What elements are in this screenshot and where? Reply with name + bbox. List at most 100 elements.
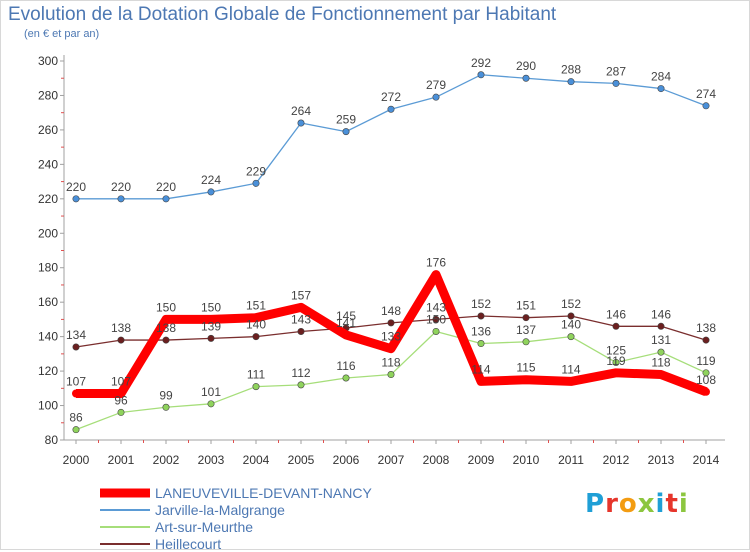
- x-tick-label: 2013: [648, 453, 675, 467]
- legend-item-heillecourt[interactable]: Heillecourt: [100, 535, 440, 552]
- data-point: [297, 327, 305, 335]
- data-label: 151: [516, 299, 536, 313]
- data-label: 274: [696, 87, 716, 101]
- data-point: [432, 270, 440, 279]
- data-label: 107: [66, 374, 86, 388]
- data-point: [207, 334, 215, 342]
- data-label: 287: [606, 64, 626, 78]
- data-point: [72, 426, 80, 434]
- data-label: 138: [696, 321, 716, 335]
- data-label: 107: [111, 374, 131, 388]
- data-point: [387, 319, 395, 327]
- y-tick-label: 200: [38, 226, 58, 240]
- data-point: [72, 389, 80, 398]
- data-label: 150: [426, 312, 446, 326]
- legend-item-jarville[interactable]: Jarville-la-Malgrange: [100, 501, 440, 518]
- data-label: 111: [247, 368, 266, 382]
- data-point: [432, 315, 440, 323]
- data-point: [612, 79, 620, 87]
- data-point: [522, 74, 530, 82]
- x-tick-label: 2012: [603, 453, 630, 467]
- data-label: 146: [606, 307, 626, 321]
- x-tick-label: 2014: [693, 453, 720, 467]
- data-label: 112: [291, 366, 310, 380]
- data-label: 139: [201, 319, 221, 333]
- data-label: 134: [66, 328, 86, 342]
- y-tick-label: 80: [45, 433, 59, 447]
- legend-item-art-sur-meurthe[interactable]: Art-sur-Meurthe: [100, 518, 440, 535]
- data-point: [207, 315, 215, 324]
- legend-label-laneuveville: LANEUVEVILLE-DEVANT-NANCY: [155, 484, 372, 501]
- legend-label-heillecourt: Heillecourt: [155, 535, 222, 552]
- data-label: 115: [516, 361, 535, 375]
- data-label: 146: [651, 307, 671, 321]
- data-point: [162, 403, 170, 411]
- data-label: 96: [114, 393, 128, 407]
- legend-swatch-art-sur-meurthe: [100, 525, 150, 528]
- y-tick-label: 300: [38, 54, 58, 68]
- data-label: 148: [381, 304, 401, 318]
- data-point: [522, 314, 530, 322]
- data-label: 229: [246, 164, 266, 178]
- x-tick-label: 2004: [243, 453, 270, 467]
- data-label: 138: [111, 321, 131, 335]
- data-point: [387, 344, 395, 353]
- data-label: 152: [561, 297, 581, 311]
- data-point: [252, 179, 260, 187]
- legend-label-jarville: Jarville-la-Malgrange: [155, 501, 285, 518]
- data-point: [162, 315, 170, 324]
- data-label: 133: [381, 330, 401, 344]
- x-tick-label: 2009: [468, 453, 495, 467]
- legend-item-laneuveville[interactable]: LANEUVEVILLE-DEVANT-NANCY: [100, 484, 440, 501]
- data-label: 108: [696, 373, 716, 387]
- data-point: [567, 78, 575, 86]
- data-point: [117, 389, 125, 398]
- data-point: [117, 195, 125, 203]
- data-label: 220: [156, 180, 176, 194]
- logo-char: o: [618, 489, 638, 519]
- data-point: [477, 377, 485, 386]
- data-label: 284: [651, 70, 671, 84]
- data-label: 140: [246, 318, 266, 332]
- data-label: 119: [696, 354, 715, 368]
- legend-swatch-heillecourt: [100, 542, 150, 545]
- data-point: [297, 381, 305, 389]
- data-point: [117, 336, 125, 344]
- data-label: 137: [516, 323, 536, 337]
- data-point: [342, 374, 350, 382]
- data-label: 141: [336, 316, 356, 330]
- y-tick-label: 100: [38, 399, 58, 413]
- data-point: [657, 370, 665, 379]
- data-label: 136: [471, 325, 491, 339]
- data-point: [612, 358, 620, 366]
- data-label: 220: [66, 180, 86, 194]
- data-point: [342, 128, 350, 136]
- data-label: 264: [291, 104, 311, 118]
- data-label: 157: [291, 288, 311, 302]
- data-point: [387, 105, 395, 113]
- data-label: 119: [606, 354, 625, 368]
- data-point: [702, 387, 710, 396]
- x-tick-label: 2006: [333, 453, 360, 467]
- y-tick-label: 180: [38, 261, 58, 275]
- data-point: [207, 188, 215, 196]
- y-tick-label: 260: [38, 123, 58, 137]
- data-label: 114: [471, 362, 490, 376]
- data-label: 131: [651, 333, 671, 347]
- y-tick-label: 280: [38, 88, 58, 102]
- data-point: [702, 369, 710, 377]
- data-label: 279: [426, 78, 446, 92]
- data-label: 176: [426, 256, 446, 270]
- data-point: [252, 333, 260, 341]
- proxiti-logo: Proxiti: [585, 489, 689, 519]
- data-point: [432, 327, 440, 335]
- chart-title: Evolution de la Dotation Globale de Fonc…: [8, 4, 557, 25]
- y-tick-label: 240: [38, 157, 58, 171]
- line-chart: 80 100 120 140 160 180 200 220 240 260 280 300 2000 2…: [38, 54, 725, 467]
- data-point: [432, 93, 440, 101]
- data-point: [567, 333, 575, 341]
- data-point: [612, 368, 620, 377]
- data-point: [297, 119, 305, 127]
- data-label: 114: [561, 362, 580, 376]
